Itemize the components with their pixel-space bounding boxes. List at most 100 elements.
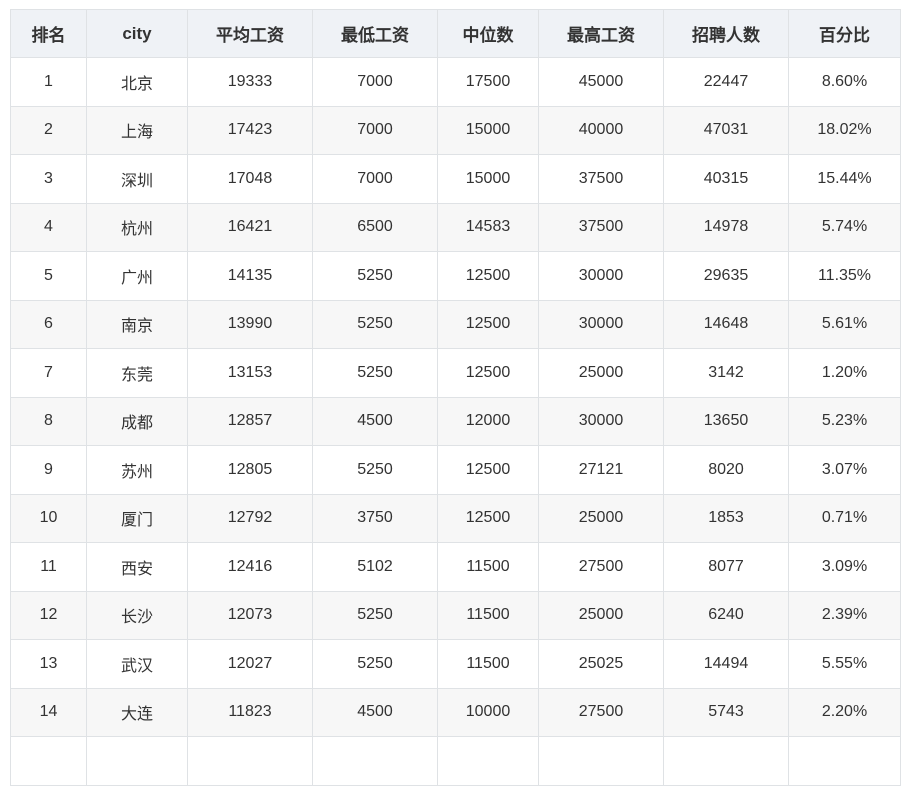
table-row bbox=[10, 736, 901, 786]
cell-median: 12500 bbox=[437, 348, 539, 398]
cell-percentage: 1.20% bbox=[788, 348, 901, 398]
cell-avg-salary: 12805 bbox=[187, 445, 313, 495]
cell-percentage: 8.60% bbox=[788, 57, 901, 107]
column-header-rank: 排名 bbox=[10, 9, 87, 58]
table-row: 2 上海 17423 7000 15000 40000 47031 18.02% bbox=[10, 105, 901, 155]
cell-city: 深圳 bbox=[86, 154, 188, 204]
cell-min-salary: 4500 bbox=[312, 687, 438, 737]
cell-city: 成都 bbox=[86, 396, 188, 446]
cell-min-salary: 7000 bbox=[312, 57, 438, 107]
cell-empty bbox=[538, 736, 664, 786]
cell-rank: 8 bbox=[10, 396, 87, 446]
cell-percentage: 3.09% bbox=[788, 542, 901, 592]
cell-rank: 4 bbox=[10, 202, 87, 252]
cell-city: 苏州 bbox=[86, 445, 188, 495]
column-header-city: city bbox=[86, 9, 188, 58]
cell-avg-salary: 12416 bbox=[187, 542, 313, 592]
cell-max-salary: 40000 bbox=[538, 105, 664, 155]
cell-median: 15000 bbox=[437, 154, 539, 204]
cell-max-salary: 25025 bbox=[538, 639, 664, 689]
cell-max-salary: 25000 bbox=[538, 493, 664, 543]
cell-avg-salary: 17048 bbox=[187, 154, 313, 204]
cell-median: 14583 bbox=[437, 202, 539, 252]
cell-percentage: 0.71% bbox=[788, 493, 901, 543]
cell-median: 11500 bbox=[437, 590, 539, 640]
table-header-row: 排名 city 平均工资 最低工资 中位数 最高工资 招聘人数 百分比 bbox=[10, 9, 901, 58]
salary-table: 排名 city 平均工资 最低工资 中位数 最高工资 招聘人数 百分比 1 北京 19333 700… bbox=[10, 9, 901, 786]
table-row: 14 大连 11823 4500 10000 27500 5743 2.20% bbox=[10, 687, 901, 737]
cell-median: 12500 bbox=[437, 493, 539, 543]
cell-max-salary: 30000 bbox=[538, 396, 664, 446]
table-row: 4 杭州 16421 6500 14583 37500 14978 5.74% bbox=[10, 202, 901, 252]
cell-empty bbox=[86, 736, 188, 786]
cell-max-salary: 37500 bbox=[538, 202, 664, 252]
table-row: 5 广州 14135 5250 12500 30000 29635 11.35% bbox=[10, 251, 901, 301]
cell-rank: 3 bbox=[10, 154, 87, 204]
cell-avg-salary: 12073 bbox=[187, 590, 313, 640]
cell-hiring-count: 14648 bbox=[663, 299, 789, 349]
cell-median: 17500 bbox=[437, 57, 539, 107]
cell-min-salary: 5250 bbox=[312, 251, 438, 301]
table-row: 12 长沙 12073 5250 11500 25000 6240 2.39% bbox=[10, 590, 901, 640]
column-header-max-salary: 最高工资 bbox=[538, 9, 664, 58]
column-header-percentage: 百分比 bbox=[788, 9, 901, 58]
cell-max-salary: 27500 bbox=[538, 542, 664, 592]
table-row: 11 西安 12416 5102 11500 27500 8077 3.09% bbox=[10, 542, 901, 592]
table-row: 9 苏州 12805 5250 12500 27121 8020 3.07% bbox=[10, 445, 901, 495]
cell-hiring-count: 8020 bbox=[663, 445, 789, 495]
cell-max-salary: 30000 bbox=[538, 299, 664, 349]
cell-city: 北京 bbox=[86, 57, 188, 107]
cell-city: 广州 bbox=[86, 251, 188, 301]
cell-avg-salary: 14135 bbox=[187, 251, 313, 301]
cell-empty bbox=[312, 736, 438, 786]
cell-city: 厦门 bbox=[86, 493, 188, 543]
cell-median: 15000 bbox=[437, 105, 539, 155]
cell-max-salary: 45000 bbox=[538, 57, 664, 107]
cell-hiring-count: 6240 bbox=[663, 590, 789, 640]
cell-percentage: 15.44% bbox=[788, 154, 901, 204]
cell-avg-salary: 17423 bbox=[187, 105, 313, 155]
cell-median: 12000 bbox=[437, 396, 539, 446]
column-header-avg-salary: 平均工资 bbox=[187, 9, 313, 58]
cell-hiring-count: 13650 bbox=[663, 396, 789, 446]
cell-percentage: 3.07% bbox=[788, 445, 901, 495]
cell-max-salary: 25000 bbox=[538, 348, 664, 398]
cell-city: 西安 bbox=[86, 542, 188, 592]
cell-city: 东莞 bbox=[86, 348, 188, 398]
column-header-median: 中位数 bbox=[437, 9, 539, 58]
cell-rank: 10 bbox=[10, 493, 87, 543]
cell-rank: 9 bbox=[10, 445, 87, 495]
cell-min-salary: 7000 bbox=[312, 105, 438, 155]
cell-rank: 2 bbox=[10, 105, 87, 155]
cell-hiring-count: 40315 bbox=[663, 154, 789, 204]
cell-rank: 6 bbox=[10, 299, 87, 349]
cell-hiring-count: 29635 bbox=[663, 251, 789, 301]
cell-min-salary: 5250 bbox=[312, 445, 438, 495]
cell-empty bbox=[788, 736, 901, 786]
cell-avg-salary: 16421 bbox=[187, 202, 313, 252]
cell-rank: 13 bbox=[10, 639, 87, 689]
cell-median: 11500 bbox=[437, 639, 539, 689]
cell-avg-salary: 11823 bbox=[187, 687, 313, 737]
cell-min-salary: 4500 bbox=[312, 396, 438, 446]
cell-min-salary: 3750 bbox=[312, 493, 438, 543]
cell-rank: 7 bbox=[10, 348, 87, 398]
column-header-hiring-count: 招聘人数 bbox=[663, 9, 789, 58]
cell-hiring-count: 3142 bbox=[663, 348, 789, 398]
cell-max-salary: 37500 bbox=[538, 154, 664, 204]
cell-percentage: 5.61% bbox=[788, 299, 901, 349]
cell-city: 上海 bbox=[86, 105, 188, 155]
cell-avg-salary: 19333 bbox=[187, 57, 313, 107]
cell-hiring-count: 5743 bbox=[663, 687, 789, 737]
cell-min-salary: 5250 bbox=[312, 639, 438, 689]
cell-median: 12500 bbox=[437, 299, 539, 349]
cell-max-salary: 30000 bbox=[538, 251, 664, 301]
cell-avg-salary: 13153 bbox=[187, 348, 313, 398]
cell-avg-salary: 12857 bbox=[187, 396, 313, 446]
cell-median: 10000 bbox=[437, 687, 539, 737]
cell-avg-salary: 13990 bbox=[187, 299, 313, 349]
cell-empty bbox=[10, 736, 87, 786]
cell-min-salary: 5250 bbox=[312, 348, 438, 398]
cell-hiring-count: 14494 bbox=[663, 639, 789, 689]
cell-rank: 14 bbox=[10, 687, 87, 737]
